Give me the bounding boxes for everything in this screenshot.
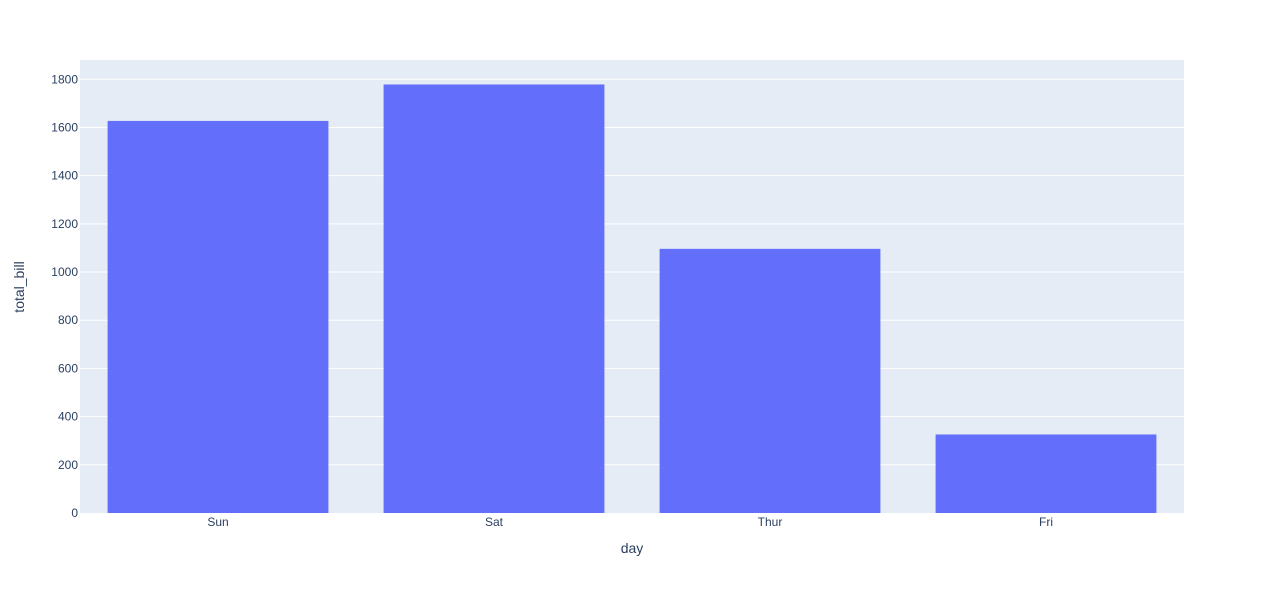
bar-thur[interactable]	[659, 248, 881, 513]
x-axis-ticks: Sun Sat Thur Fri	[207, 515, 1053, 529]
x-tick-label: Sat	[485, 515, 504, 529]
x-tick-label: Fri	[1039, 515, 1053, 529]
y-tick-label: 400	[58, 410, 78, 424]
y-axis-ticks: 0 200 400 600 800 1000 1200 1400 1600 1800	[51, 72, 78, 520]
y-tick-label: 200	[58, 458, 78, 472]
x-axis-title: day	[621, 540, 644, 556]
y-axis-title: total_bill	[11, 261, 27, 312]
x-tick-label: Sun	[207, 515, 228, 529]
y-tick-label: 1200	[51, 217, 78, 231]
y-tick-label: 1800	[51, 72, 78, 86]
y-tick-label: 0	[71, 506, 78, 520]
bars	[107, 84, 1157, 514]
x-tick-label: Thur	[758, 515, 783, 529]
y-tick-label: 1000	[51, 265, 78, 279]
y-tick-label: 800	[58, 313, 78, 327]
y-tick-label: 1600	[51, 120, 78, 134]
bar-sat[interactable]	[383, 84, 605, 514]
bar-sun[interactable]	[107, 120, 329, 514]
y-tick-label: 1400	[51, 169, 78, 183]
y-tick-label: 600	[58, 361, 78, 375]
bar-fri[interactable]	[935, 434, 1157, 513]
